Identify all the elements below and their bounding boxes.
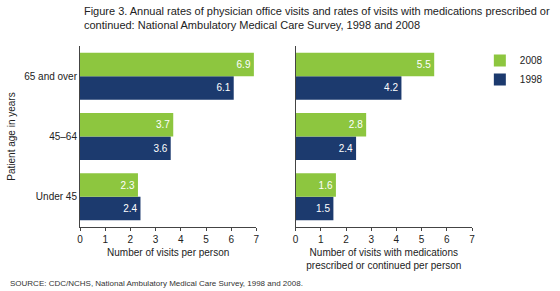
svg-text:Number of visits with medicati: Number of visits with medicationsprescri…	[306, 247, 461, 271]
svg-text:SOURCE: CDC/NCHS, National Amb: SOURCE: CDC/NCHS, National Ambulatory Me…	[10, 279, 303, 288]
svg-text:6: 6	[228, 234, 234, 245]
svg-text:7: 7	[469, 234, 475, 245]
svg-text:Patient age in years: Patient age in years	[6, 92, 17, 180]
svg-text:1.5: 1.5	[316, 203, 330, 214]
svg-text:65 and over: 65 and over	[24, 71, 77, 82]
svg-text:3.7: 3.7	[156, 119, 170, 130]
svg-text:6.1: 6.1	[216, 82, 230, 93]
svg-text:4.2: 4.2	[384, 82, 398, 93]
svg-text:0: 0	[293, 234, 299, 245]
svg-text:2.8: 2.8	[349, 119, 363, 130]
svg-text:2008: 2008	[520, 55, 543, 66]
svg-text:2.4: 2.4	[123, 203, 137, 214]
svg-text:1: 1	[318, 234, 324, 245]
svg-text:2: 2	[343, 234, 349, 245]
svg-text:2: 2	[128, 234, 134, 245]
svg-text:Under 45: Under 45	[36, 191, 78, 202]
svg-text:1: 1	[102, 234, 108, 245]
svg-text:6: 6	[444, 234, 450, 245]
svg-text:Figure 3. Annual rates of phys: Figure 3. Annual rates of physician offi…	[84, 5, 550, 31]
svg-text:1.6: 1.6	[319, 180, 333, 191]
svg-text:2.4: 2.4	[339, 143, 353, 154]
svg-text:45–64: 45–64	[49, 131, 77, 142]
svg-text:5: 5	[203, 234, 209, 245]
svg-text:6.9: 6.9	[237, 59, 251, 70]
svg-text:0: 0	[77, 234, 83, 245]
svg-text:3: 3	[153, 234, 159, 245]
svg-text:2.3: 2.3	[121, 180, 135, 191]
svg-text:3: 3	[368, 234, 374, 245]
svg-text:4: 4	[394, 234, 400, 245]
svg-text:4: 4	[178, 234, 184, 245]
svg-text:1998: 1998	[520, 74, 543, 85]
svg-text:5.5: 5.5	[417, 59, 431, 70]
svg-text:5: 5	[419, 234, 425, 245]
svg-text:Number of visits per person: Number of visits per person	[107, 247, 229, 258]
svg-text:3.6: 3.6	[153, 143, 167, 154]
svg-text:7: 7	[254, 234, 260, 245]
